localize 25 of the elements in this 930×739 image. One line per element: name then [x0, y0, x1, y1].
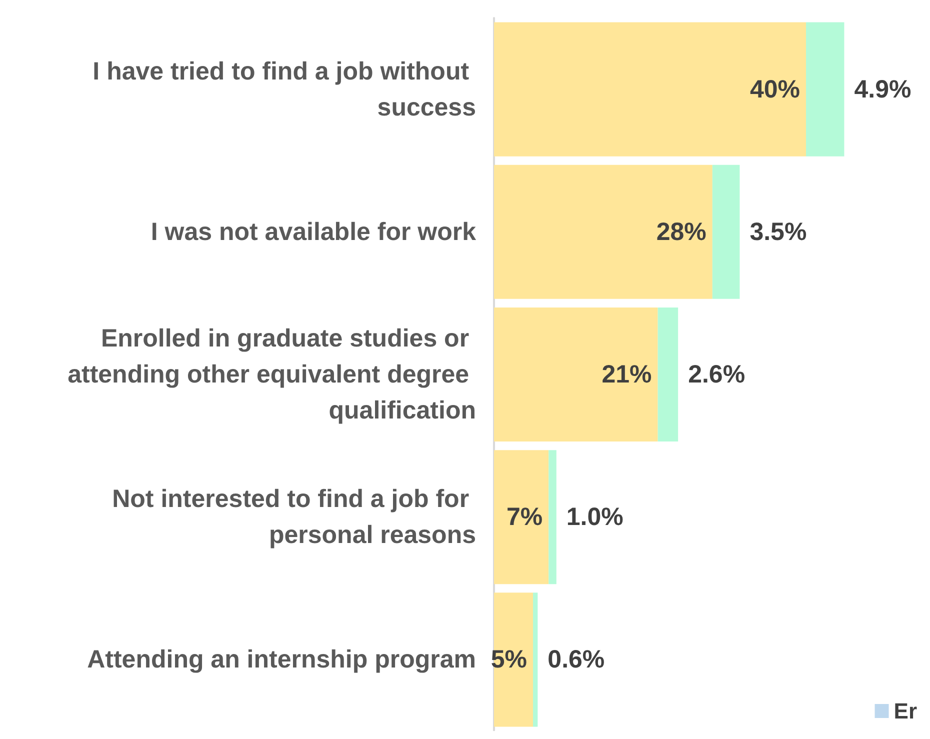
bar [533, 592, 538, 727]
y-tick-label: I have tried to find a job without success [92, 57, 476, 122]
y-tick-label: Enrolled in graduate studies or attending other equivalent degree qualification [68, 324, 476, 424]
data-label: 3.5% [750, 218, 807, 246]
bar [712, 164, 740, 299]
bar [548, 450, 556, 584]
data-label: 1.0% [566, 503, 624, 532]
data-label: 5% [490, 646, 527, 674]
bar [806, 22, 844, 156]
data-label: 21% [602, 360, 652, 388]
data-label: 4.9% [854, 75, 912, 104]
bar [494, 450, 549, 584]
legend-label: Er [894, 698, 918, 724]
bar [494, 22, 806, 156]
bar [658, 307, 678, 442]
y-tick-label: I was not available for work [150, 218, 476, 246]
y-tick-label: Attending an internship program [87, 646, 476, 674]
data-label: 28% [656, 218, 706, 246]
data-label: 7% [506, 503, 543, 532]
bar [494, 307, 658, 442]
data-label: 0.6% [548, 646, 605, 674]
data-label: 2.6% [688, 360, 746, 388]
data-label: 40% [750, 75, 800, 104]
bar [494, 164, 712, 299]
y-tick-label: Not interested to find a job for personal reasons [112, 485, 476, 550]
